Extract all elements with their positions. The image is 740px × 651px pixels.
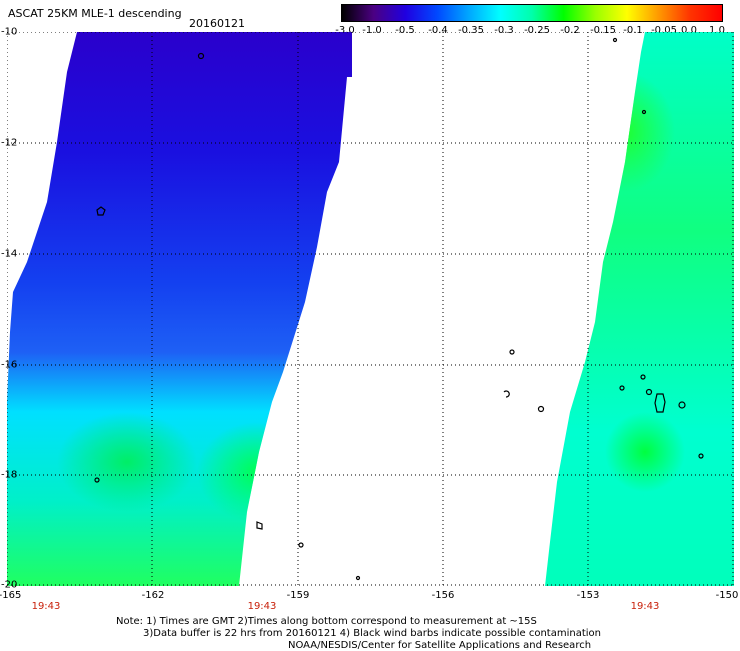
- grid-and-coastlines: [7, 32, 734, 586]
- lat-label: -10: [1, 26, 18, 38]
- lat-label: -20: [1, 579, 18, 591]
- lon-label: -162: [141, 590, 165, 601]
- lat-label: -14: [1, 248, 18, 260]
- color-bar-label: -3.0: [335, 25, 355, 36]
- time-label: 19:43: [630, 601, 660, 612]
- lon-label: -153: [576, 590, 600, 601]
- map-title: ASCAT 25KM MLE-1 descending: [8, 7, 182, 20]
- color-bar-label: 1.0: [709, 25, 725, 36]
- color-bar-label: 0.0: [681, 25, 697, 36]
- longitude-gridlines: [7, 32, 734, 586]
- color-bar-label: -0.35: [458, 25, 484, 36]
- note-line-3: NOAA/NESDIS/Center for Satellite Applica…: [288, 640, 592, 651]
- lon-label: -159: [286, 590, 310, 601]
- map-plot-area: [7, 32, 734, 586]
- lon-label: -156: [431, 590, 455, 601]
- time-label: 19:43: [31, 601, 61, 612]
- color-bar-label: -0.5: [395, 25, 415, 36]
- island-outlines: [94, 37, 704, 581]
- color-bar-label: -0.25: [524, 25, 550, 36]
- color-bar-label: -0.3: [494, 25, 514, 36]
- time-label: 19:43: [247, 601, 277, 612]
- color-bar-label: -0.05: [651, 25, 677, 36]
- lat-label: -18: [1, 469, 18, 481]
- map-date: 20160121: [189, 17, 245, 30]
- lat-label: -12: [1, 137, 18, 149]
- color-bar-label: -1.0: [362, 25, 382, 36]
- note-line-2: 3)Data buffer is 22 hrs from 20160121 4)…: [143, 628, 601, 639]
- color-bar-label: -0.4: [428, 25, 448, 36]
- latitude-gridlines: [7, 32, 734, 586]
- color-bar-label: -0.1: [623, 25, 643, 36]
- color-bar-label: -0.15: [590, 25, 616, 36]
- lon-label: -165: [0, 590, 22, 601]
- note-line-1: Note: 1) Times are GMT 2)Times along bot…: [116, 616, 537, 627]
- color-bar: [341, 4, 723, 22]
- color-bar-label: -0.2: [560, 25, 580, 36]
- lon-label: -150: [715, 590, 739, 601]
- lat-label: -16: [1, 359, 18, 371]
